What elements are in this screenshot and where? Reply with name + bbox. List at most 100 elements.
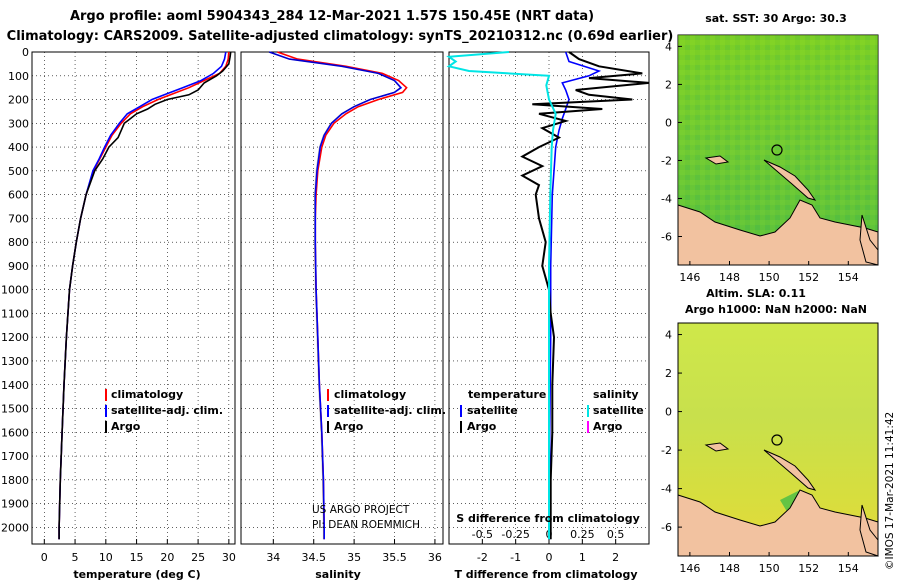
- depth-tick-label: 200: [8, 94, 29, 107]
- depth-tick-label: 800: [8, 236, 29, 249]
- temperature-axis-label: temperature (deg C): [73, 568, 200, 580]
- sst-map-land-newguinea: [677, 199, 879, 266]
- x-tick-label: 0: [41, 551, 48, 564]
- depth-axis-labels: 0 100 200 300 400 500 600 700 800 900 1000 1100 1200…: [1, 46, 29, 534]
- sla-map-float-marker: [771, 434, 783, 446]
- depth-tick-label: 400: [8, 141, 29, 154]
- legend-t-argo: Argo: [467, 420, 497, 433]
- sst-map-land-solomon: [859, 214, 879, 266]
- map-lat-label: -4: [661, 483, 672, 496]
- legend-satellite: satellite-adj. clim.: [111, 404, 223, 417]
- sst-map-land-newbritain: [763, 159, 817, 201]
- sla-map-land-newbritain: [763, 449, 817, 491]
- s-difference-axis-label: S difference from climatology: [456, 512, 640, 525]
- depth-tick-label: 1200: [1, 331, 29, 344]
- map-lon-label: 146: [679, 271, 700, 284]
- legend-satellite: satellite-adj. clim.: [334, 404, 446, 417]
- sst-map: [677, 34, 879, 266]
- legend-climatology: climatology: [334, 388, 406, 401]
- x-tick-label: 2: [612, 551, 619, 564]
- map-lat-label: 2: [665, 367, 672, 380]
- s-diff-tick-label: -0.5: [472, 528, 493, 541]
- map-lon-label: 154: [838, 562, 859, 575]
- header-line-1: Argo profile: aoml 5904343_284 12-Mar-20…: [70, 9, 594, 24]
- sla-map-land-solomon: [859, 504, 879, 557]
- legend-s-satellite: satellite: [593, 404, 644, 417]
- map-lat-label: 0: [665, 116, 672, 129]
- legend-t-satellite: satellite: [467, 404, 518, 417]
- legend-argo: Argo: [334, 420, 364, 433]
- x-tick-label: 10: [99, 551, 113, 564]
- profile-curves: [58, 51, 650, 540]
- s-diff-tick-label: -0.25: [501, 528, 529, 541]
- map-lon-label: 148: [719, 562, 740, 575]
- depth-tick-label: 1600: [1, 426, 29, 439]
- sla-map: [677, 322, 879, 557]
- series-argo: [58, 51, 232, 540]
- map-lat-label: 4: [665, 40, 672, 53]
- salinity-legend: climatology satellite-adj. clim. Argo: [327, 388, 446, 433]
- legend-argo: Argo: [111, 420, 141, 433]
- s-diff-tick-label: 0.5: [607, 528, 625, 541]
- x-tick-label: 35: [347, 551, 361, 564]
- map-lon-label: 150: [759, 271, 780, 284]
- map-lat-label: -6: [661, 230, 672, 243]
- map-lat-label: -2: [661, 444, 672, 457]
- header-line-2: Climatology: CARS2009. Satellite-adjuste…: [7, 29, 674, 44]
- x-tick-label: 30: [222, 551, 236, 564]
- series-argo-salinity: [268, 51, 401, 540]
- x-tick-label: 1: [579, 551, 586, 564]
- x-tick-label: 25: [191, 551, 205, 564]
- map-lat-label: 0: [665, 406, 672, 419]
- map-lon-label: 146: [679, 562, 700, 575]
- sla-map-land-island: [704, 442, 730, 452]
- x-tick-label: 0: [546, 551, 553, 564]
- map-lat-label: -4: [661, 192, 672, 205]
- depth-tick-label: 1400: [1, 379, 29, 392]
- depth-tick-label: 1300: [1, 355, 29, 368]
- depth-tick-label: 300: [8, 117, 29, 130]
- salinity-axis-label: salinity: [315, 568, 361, 580]
- map-lon-label: 152: [798, 271, 819, 284]
- depth-tick-label: 1700: [1, 450, 29, 463]
- series-satellite-adj-clim-: [269, 51, 403, 540]
- depth-tick-label: 1900: [1, 498, 29, 511]
- sst-map-land-island: [704, 155, 730, 165]
- difference-legend: temperature salinity satellite Argo sate…: [460, 388, 644, 433]
- t-difference-axis-label: T difference from climatology: [454, 568, 637, 580]
- legend-climatology: climatology: [111, 388, 183, 401]
- legend-title-salinity: salinity: [593, 388, 639, 401]
- depth-tick-label: 900: [8, 260, 29, 273]
- depth-tick-label: 500: [8, 165, 29, 178]
- series-s-satellite: [446, 51, 557, 540]
- series-t-argo: [520, 51, 650, 540]
- depth-tick-label: 0: [22, 46, 29, 59]
- legend-title-temperature: temperature: [468, 388, 546, 401]
- x-tick-label: -2: [477, 551, 488, 564]
- series-t-satellite: [548, 51, 602, 540]
- credit-project: US ARGO PROJECT: [312, 504, 410, 516]
- map-lon-label: 150: [759, 562, 780, 575]
- x-tick-label: 35.5: [382, 551, 407, 564]
- x-tick-label: 15: [130, 551, 144, 564]
- sla-map-ticks: 146 148 150 152 154 4 2 0 -2 -4 -6: [661, 329, 859, 575]
- salinity-panel: [240, 51, 444, 545]
- sla-map-land-newguinea: [677, 489, 879, 557]
- depth-tick-label: 700: [8, 212, 29, 225]
- map-lon-label: 148: [719, 271, 740, 284]
- map-lat-label: 4: [665, 329, 672, 342]
- depth-tick-label: 1000: [1, 284, 29, 297]
- imos-credit: ©IMOS 17-Mar-2021 11:41:42: [884, 412, 896, 570]
- s-diff-tick-label: 0.25: [570, 528, 595, 541]
- x-tick-label: 34: [266, 551, 280, 564]
- grid-lines: [32, 51, 649, 544]
- depth-tick-label: 2000: [1, 521, 29, 534]
- depth-tick-label: 1500: [1, 403, 29, 416]
- map-lon-label: 152: [798, 562, 819, 575]
- legend-s-argo: Argo: [593, 420, 623, 433]
- depth-tick-label: 100: [8, 70, 29, 83]
- sst-map-ticks: 146 148 150 152 154 4 2 0 -2 -4 -6: [661, 40, 859, 284]
- sst-map-title: sat. SST: 30 Argo: 30.3: [705, 12, 847, 25]
- sst-map-float-marker: [771, 144, 783, 156]
